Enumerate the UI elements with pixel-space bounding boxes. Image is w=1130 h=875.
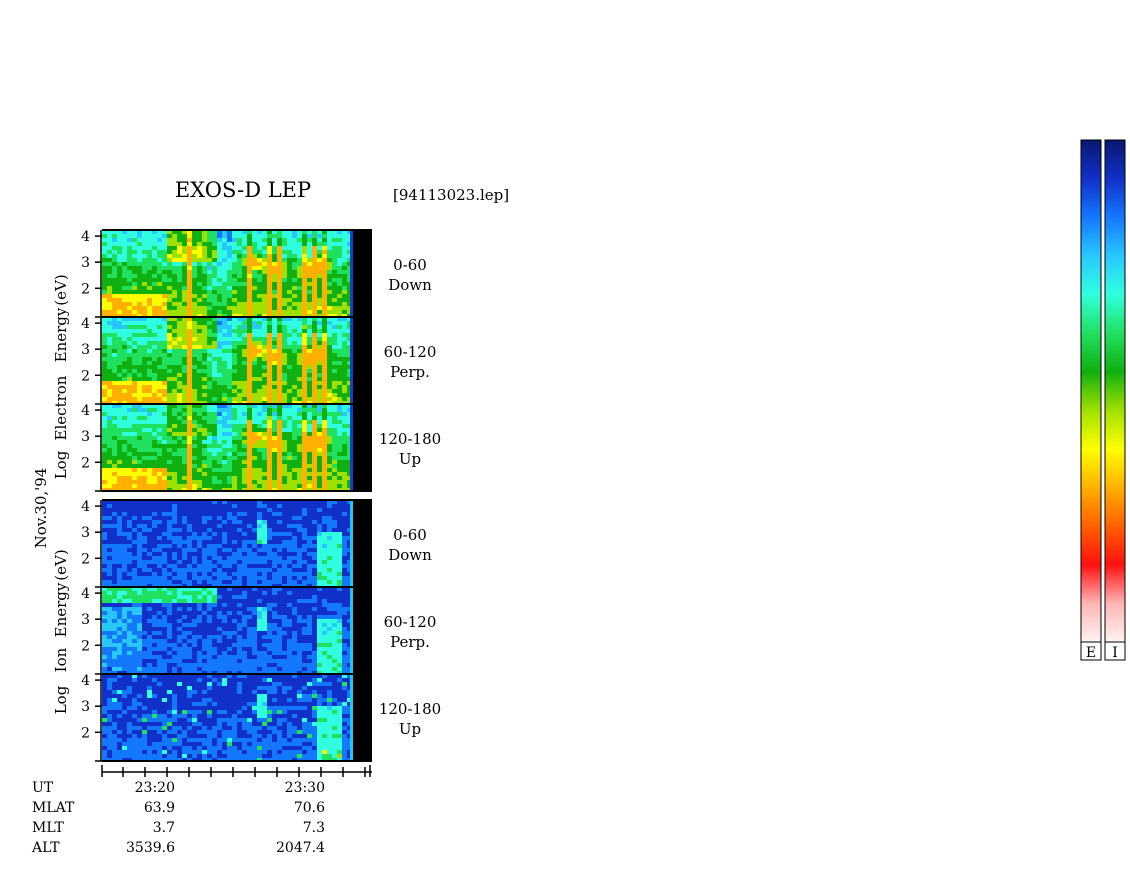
no-data-region [352, 500, 372, 587]
y-tick-label: 2 [81, 281, 90, 297]
spectrogram-ion-2: 4 3 2 [81, 586, 372, 675]
date-label: Nov.30,'94 [32, 468, 50, 549]
time-axis [101, 765, 372, 777]
y-tick-label: 4 [81, 229, 90, 245]
no-data-region [352, 404, 372, 491]
spectrogram-ion-3: 4 3 2 [81, 673, 372, 762]
direction-label: Down [388, 546, 432, 564]
pitch-range-label: 60-120 [384, 613, 437, 631]
y-tick-label: 4 [81, 673, 90, 689]
y-tick-label: 4 [81, 586, 90, 602]
y-tick-label: 2 [81, 638, 90, 654]
ephemeris-label: MLAT [32, 800, 75, 816]
y-tick-label: 4 [81, 499, 90, 515]
y-tick-label: 3 [81, 255, 90, 271]
colorbar-i: I [1104, 139, 1126, 661]
direction-label: Down [388, 276, 432, 294]
spectrogram-electron-3: 4 3 2 [81, 403, 372, 492]
spectrogram-panels: 4 3 2 4 3 2 4 3 2 4 3 2 4 3 2 4 3 2 [81, 229, 372, 762]
y-axis-word: Energy [52, 582, 70, 637]
y-axis-word: (eV) [52, 549, 70, 580]
chart-title: EXOS-D LEP [175, 178, 311, 202]
colorbar-label: E [1086, 645, 1096, 661]
pitch-range-label: 0-60 [393, 256, 427, 274]
no-data-region [352, 317, 372, 404]
file-name: [94113023.lep] [393, 186, 509, 204]
spectrogram-electron-2: 4 3 2 [81, 316, 372, 405]
y-axis-word: Log [52, 450, 70, 479]
y-tick-label: 2 [81, 551, 90, 567]
no-data-region [352, 230, 372, 317]
colorbar-e: E [1080, 139, 1102, 661]
y-axis-word: Electron [52, 375, 70, 440]
direction-label: Perp. [390, 363, 430, 381]
y-tick-label: 3 [81, 612, 90, 628]
y-axis-word: (eV) [52, 274, 70, 305]
ephemeris-value: 3539.6 [126, 840, 175, 856]
ephemeris-label: UT [32, 780, 54, 796]
y-tick-label: 3 [81, 429, 90, 445]
spectrogram-electron-1: 4 3 2 [81, 229, 372, 318]
ephemeris-label: ALT [31, 840, 60, 856]
ephemeris-value: 2047.4 [276, 840, 325, 856]
y-tick-label: 3 [81, 525, 90, 541]
ephemeris-table: UT MLAT MLT ALT 23:20 63.9 3.7 3539.6 23:30 70.6 7… [31, 780, 325, 856]
ephemeris-value: 63.9 [144, 800, 175, 816]
direction-label: Up [399, 720, 421, 738]
ephemeris-value: 7.3 [303, 820, 325, 836]
y-axis-word: Energy [52, 307, 70, 362]
spectrogram-ion-1: 4 3 2 [81, 499, 372, 588]
y-tick-label: 4 [81, 403, 90, 419]
pitch-range-label: 120-180 [379, 700, 441, 718]
ephemeris-value: 23:20 [135, 780, 175, 796]
direction-label: Up [399, 450, 421, 468]
y-tick-label: 2 [81, 455, 90, 471]
direction-label: Perp. [390, 633, 430, 651]
ephemeris-value: 23:30 [285, 780, 325, 796]
y-tick-label: 2 [81, 725, 90, 741]
y-tick-label: 2 [81, 368, 90, 384]
pitch-range-label: 0-60 [393, 526, 427, 544]
colorbar-label: I [1112, 645, 1118, 661]
pitch-range-label: 120-180 [379, 430, 441, 448]
y-tick-label: 3 [81, 342, 90, 358]
ephemeris-value: 70.6 [294, 800, 325, 816]
y-axis-labels: Log Electron Energy (eV) Log Ion Energy (eV) [52, 274, 70, 714]
pitch-range-label: 60-120 [384, 343, 437, 361]
y-axis-word: Ion [52, 647, 70, 672]
ephemeris-label: MLT [32, 820, 64, 836]
y-axis-word: Log [52, 685, 70, 714]
no-data-region [352, 674, 372, 761]
y-tick-label: 3 [81, 699, 90, 715]
no-data-region [352, 587, 372, 674]
ephemeris-value: 3.7 [153, 820, 175, 836]
pitch-angle-labels: 0-60 Down 60-120 Perp. 120-180 Up 0-60 Down 60-1… [379, 256, 441, 738]
y-tick-label: 4 [81, 316, 90, 332]
